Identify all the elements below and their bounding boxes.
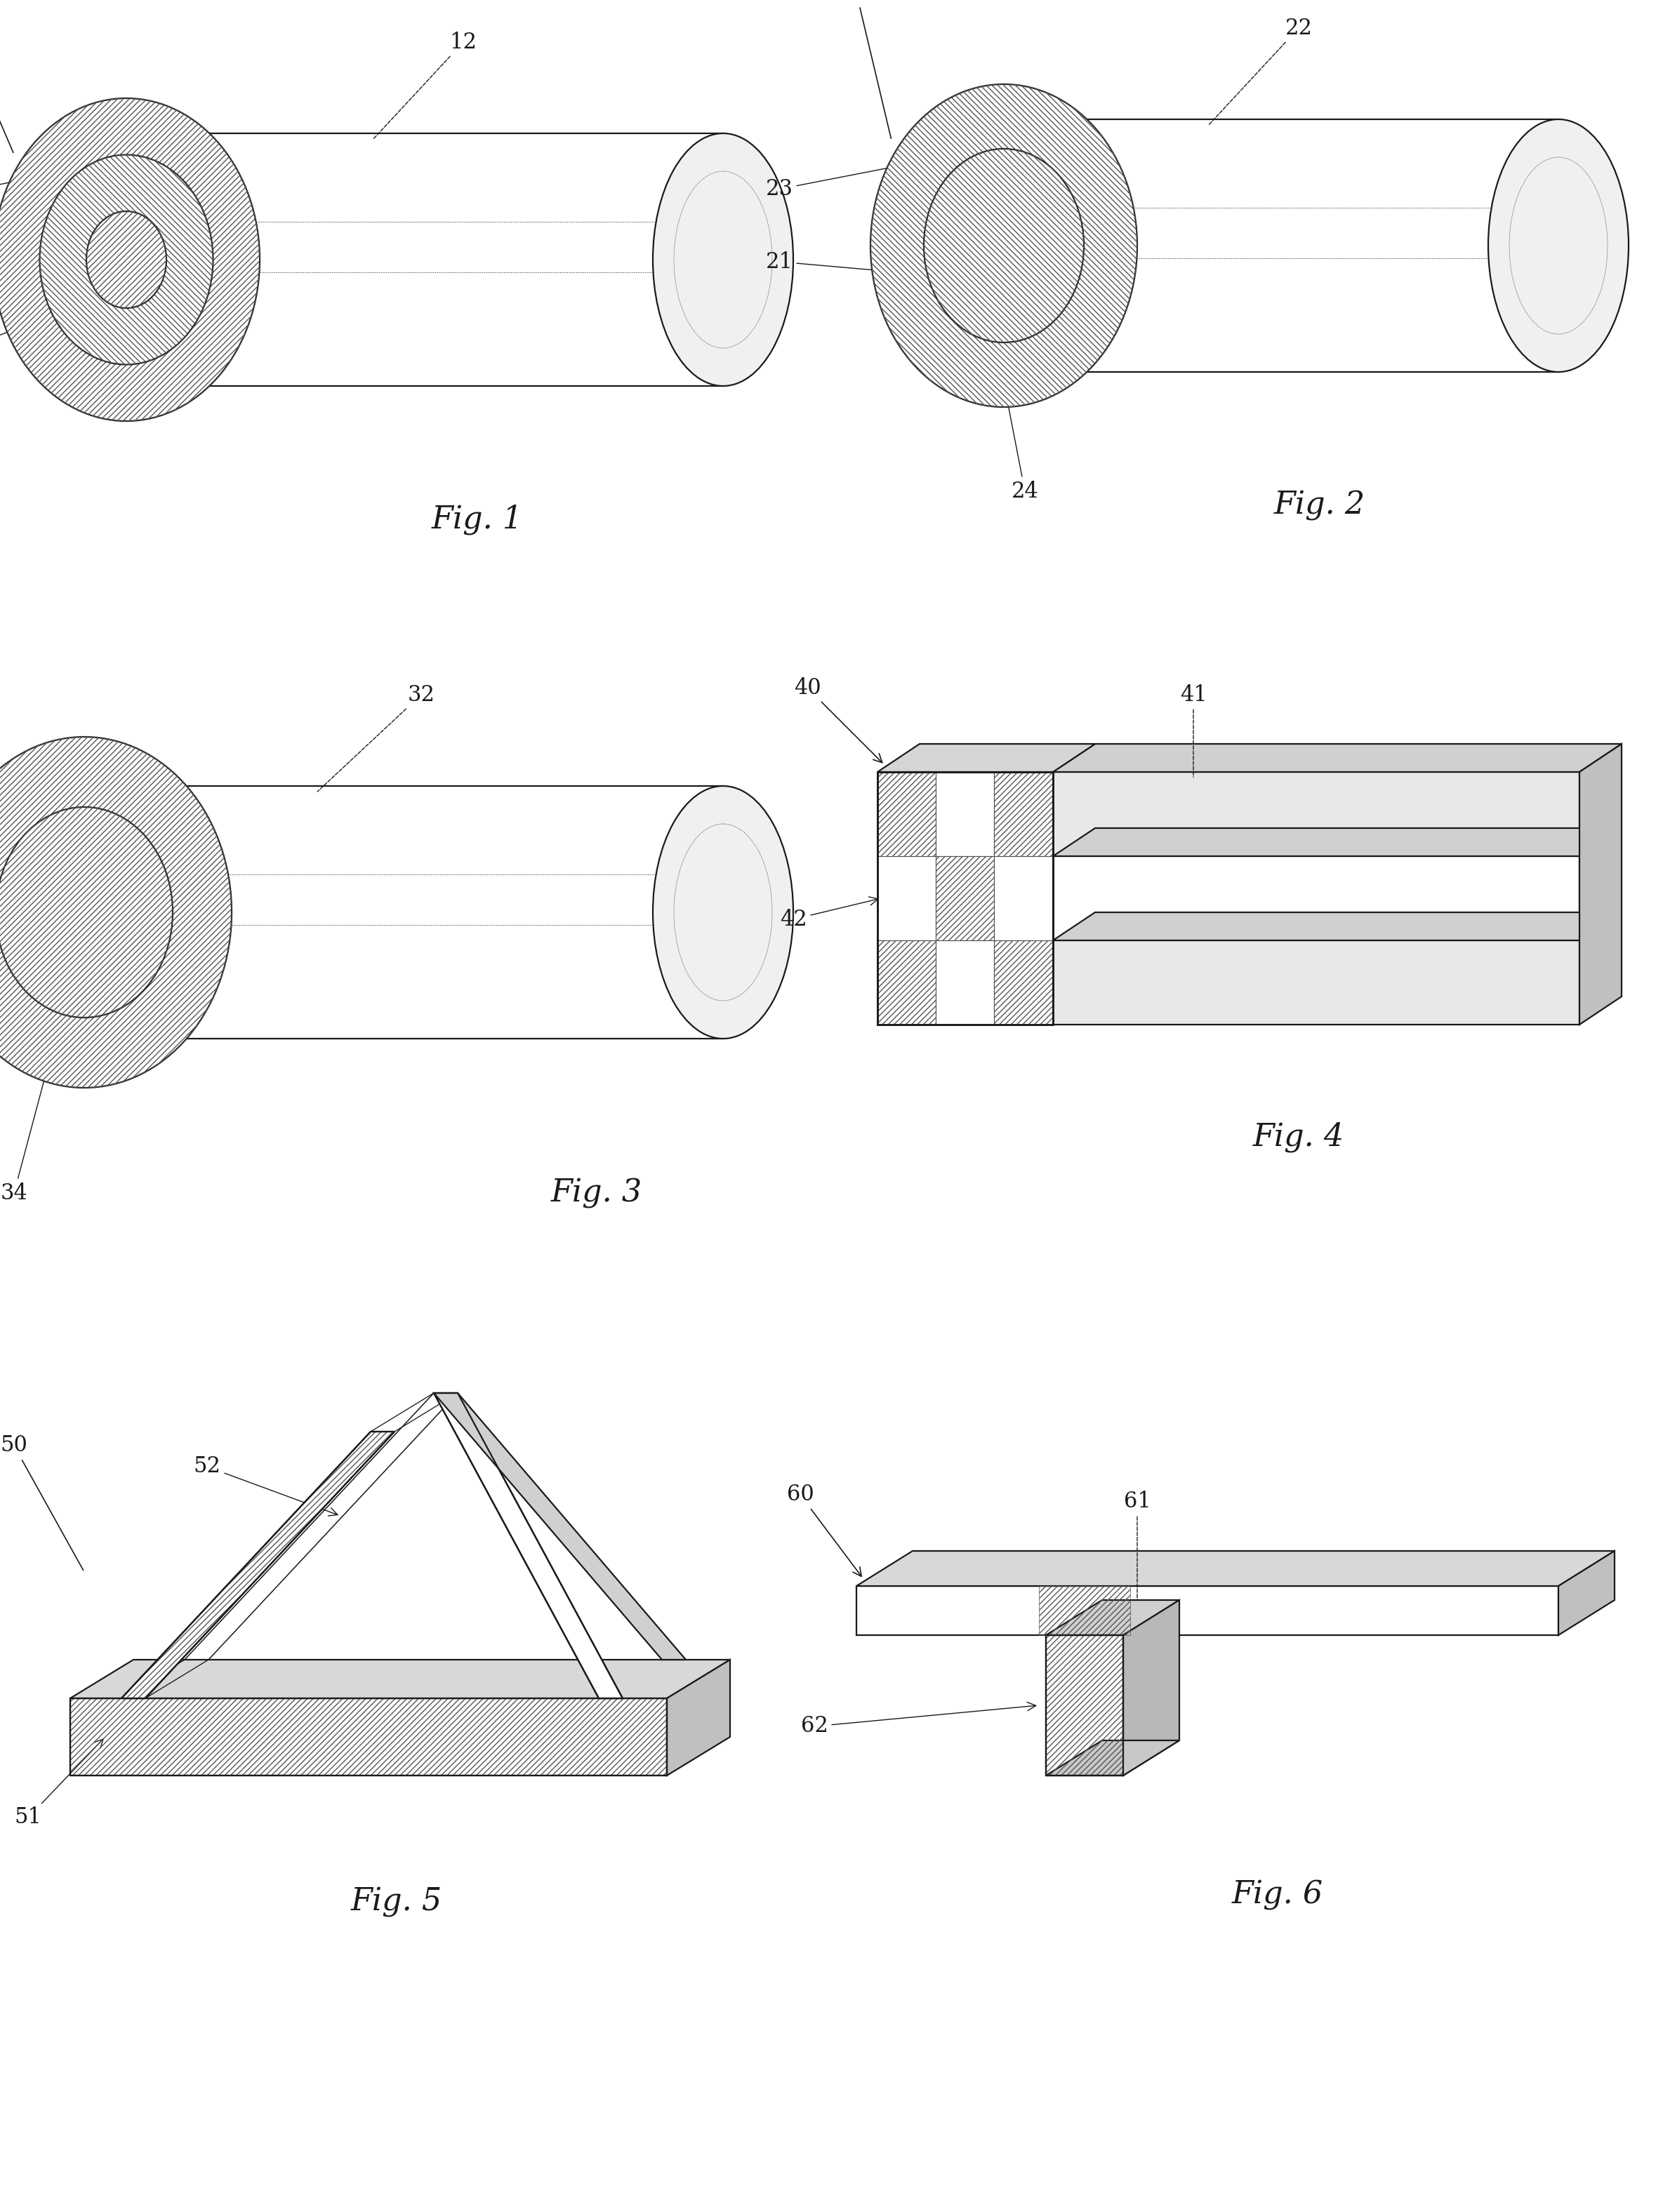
Bar	[994, 940, 1053, 1024]
Ellipse shape	[654, 785, 793, 1040]
Polygon shape	[1046, 1635, 1123, 1776]
Bar	[994, 856, 1053, 940]
Bar	[878, 772, 936, 856]
Polygon shape	[121, 1431, 394, 1699]
Text: 41: 41	[1179, 684, 1207, 776]
Bar	[878, 772, 1053, 1024]
Polygon shape	[1053, 940, 1580, 1024]
Text: 61: 61	[1124, 1491, 1151, 1608]
Bar	[936, 772, 994, 856]
Text: Fig. 2: Fig. 2	[1274, 491, 1365, 520]
Text: 20: 20	[843, 0, 891, 139]
Text: Fig. 6: Fig. 6	[1232, 1880, 1324, 1909]
Ellipse shape	[0, 737, 231, 1088]
Text: 12: 12	[374, 31, 477, 139]
Polygon shape	[1053, 827, 1621, 856]
Bar	[936, 940, 994, 1024]
Ellipse shape	[0, 807, 173, 1018]
Polygon shape	[1053, 856, 1580, 940]
Bar	[994, 940, 1053, 1024]
Polygon shape	[70, 1699, 667, 1776]
Polygon shape	[434, 1394, 622, 1699]
Bar	[878, 772, 936, 856]
Bar	[936, 856, 994, 940]
Ellipse shape	[0, 97, 259, 420]
Polygon shape	[1580, 743, 1621, 1024]
Ellipse shape	[40, 155, 213, 365]
Polygon shape	[434, 1394, 685, 1659]
Text: 40: 40	[793, 677, 881, 763]
Text: 22: 22	[1209, 18, 1312, 124]
Text: 51: 51	[15, 1739, 103, 1829]
Bar	[994, 772, 1053, 856]
Polygon shape	[856, 1551, 1615, 1586]
Text: 11: 11	[0, 265, 63, 294]
Text: 14: 14	[0, 292, 110, 383]
Polygon shape	[1053, 911, 1621, 940]
Ellipse shape	[870, 84, 1137, 407]
Polygon shape	[1046, 1599, 1179, 1635]
Text: Fig. 4: Fig. 4	[1252, 1121, 1344, 1152]
Text: 10: 10	[0, 0, 13, 153]
Polygon shape	[878, 743, 1096, 772]
Polygon shape	[1046, 1741, 1179, 1776]
Polygon shape	[1053, 743, 1621, 772]
Text: 31: 31	[0, 918, 37, 951]
Bar	[994, 772, 1053, 856]
Bar	[936, 856, 994, 940]
Polygon shape	[856, 1586, 1558, 1635]
Bar	[878, 940, 936, 1024]
Text: 21: 21	[765, 250, 961, 281]
Bar	[878, 940, 936, 1024]
Text: Fig. 1: Fig. 1	[432, 504, 524, 535]
Polygon shape	[1558, 1551, 1615, 1635]
Ellipse shape	[86, 210, 166, 307]
Text: 23: 23	[765, 164, 901, 199]
Bar	[878, 856, 936, 940]
Text: 34: 34	[0, 1064, 50, 1203]
Text: 32: 32	[318, 684, 436, 792]
Polygon shape	[1123, 1599, 1179, 1776]
Text: 52: 52	[193, 1455, 338, 1515]
Text: 62: 62	[800, 1701, 1036, 1736]
Text: Fig. 5: Fig. 5	[351, 1887, 442, 1918]
Text: 50: 50	[0, 1436, 83, 1571]
Text: Fig. 3: Fig. 3	[550, 1177, 642, 1208]
Polygon shape	[70, 1659, 730, 1699]
Text: 60: 60	[787, 1484, 861, 1577]
Polygon shape	[667, 1659, 730, 1776]
Ellipse shape	[1488, 119, 1628, 372]
Ellipse shape	[925, 148, 1084, 343]
Text: 24: 24	[1001, 385, 1038, 502]
Ellipse shape	[654, 133, 793, 385]
Text: 13: 13	[0, 177, 23, 215]
Polygon shape	[1053, 772, 1580, 856]
Text: 42: 42	[780, 896, 878, 931]
